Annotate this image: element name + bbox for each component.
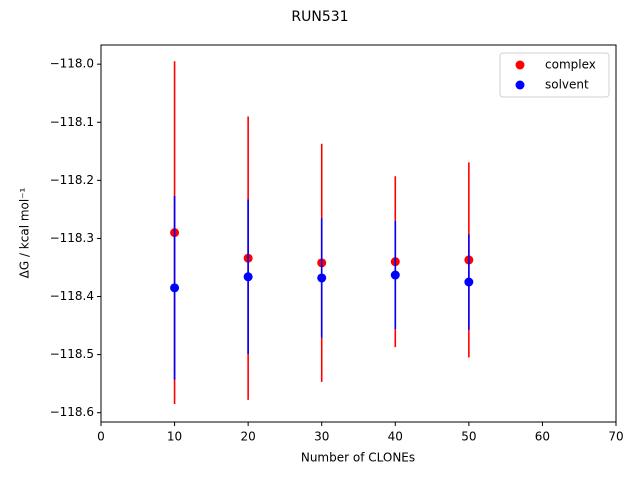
legend-marker (515, 60, 525, 70)
x-tick-label: 20 (241, 430, 256, 444)
x-tick-label: 60 (535, 430, 550, 444)
plot-frame (100, 44, 617, 423)
y-tick-label: −118.5 (50, 347, 94, 361)
legend-label: solvent (545, 78, 589, 92)
data-point (170, 283, 180, 293)
data-point (464, 277, 474, 287)
y-tick-label: −118.1 (50, 115, 94, 129)
y-tick-label: −118.0 (50, 57, 94, 71)
x-tick-label: 0 (97, 430, 105, 444)
data-point (390, 270, 400, 280)
y-tick-label: −118.2 (50, 173, 94, 187)
y-axis-label: ΔG / kcal mol⁻¹ (18, 187, 32, 278)
x-tick-label: 70 (608, 430, 623, 444)
legend-label: complex (545, 58, 596, 72)
y-tick-label: −118.4 (50, 289, 94, 303)
x-axis-label: Number of CLONEs (301, 451, 415, 465)
x-tick-label: 40 (388, 430, 403, 444)
data-point (243, 272, 253, 282)
chart-title: RUN531 (291, 9, 348, 25)
y-tick-label: −118.6 (50, 405, 94, 419)
x-tick-label: 10 (167, 430, 182, 444)
legend-box (499, 52, 610, 98)
legend-marker (515, 80, 525, 90)
y-tick-label: −118.3 (50, 231, 94, 245)
data-point (317, 273, 327, 283)
x-tick-label: 50 (461, 430, 476, 444)
x-tick-label: 30 (314, 430, 329, 444)
